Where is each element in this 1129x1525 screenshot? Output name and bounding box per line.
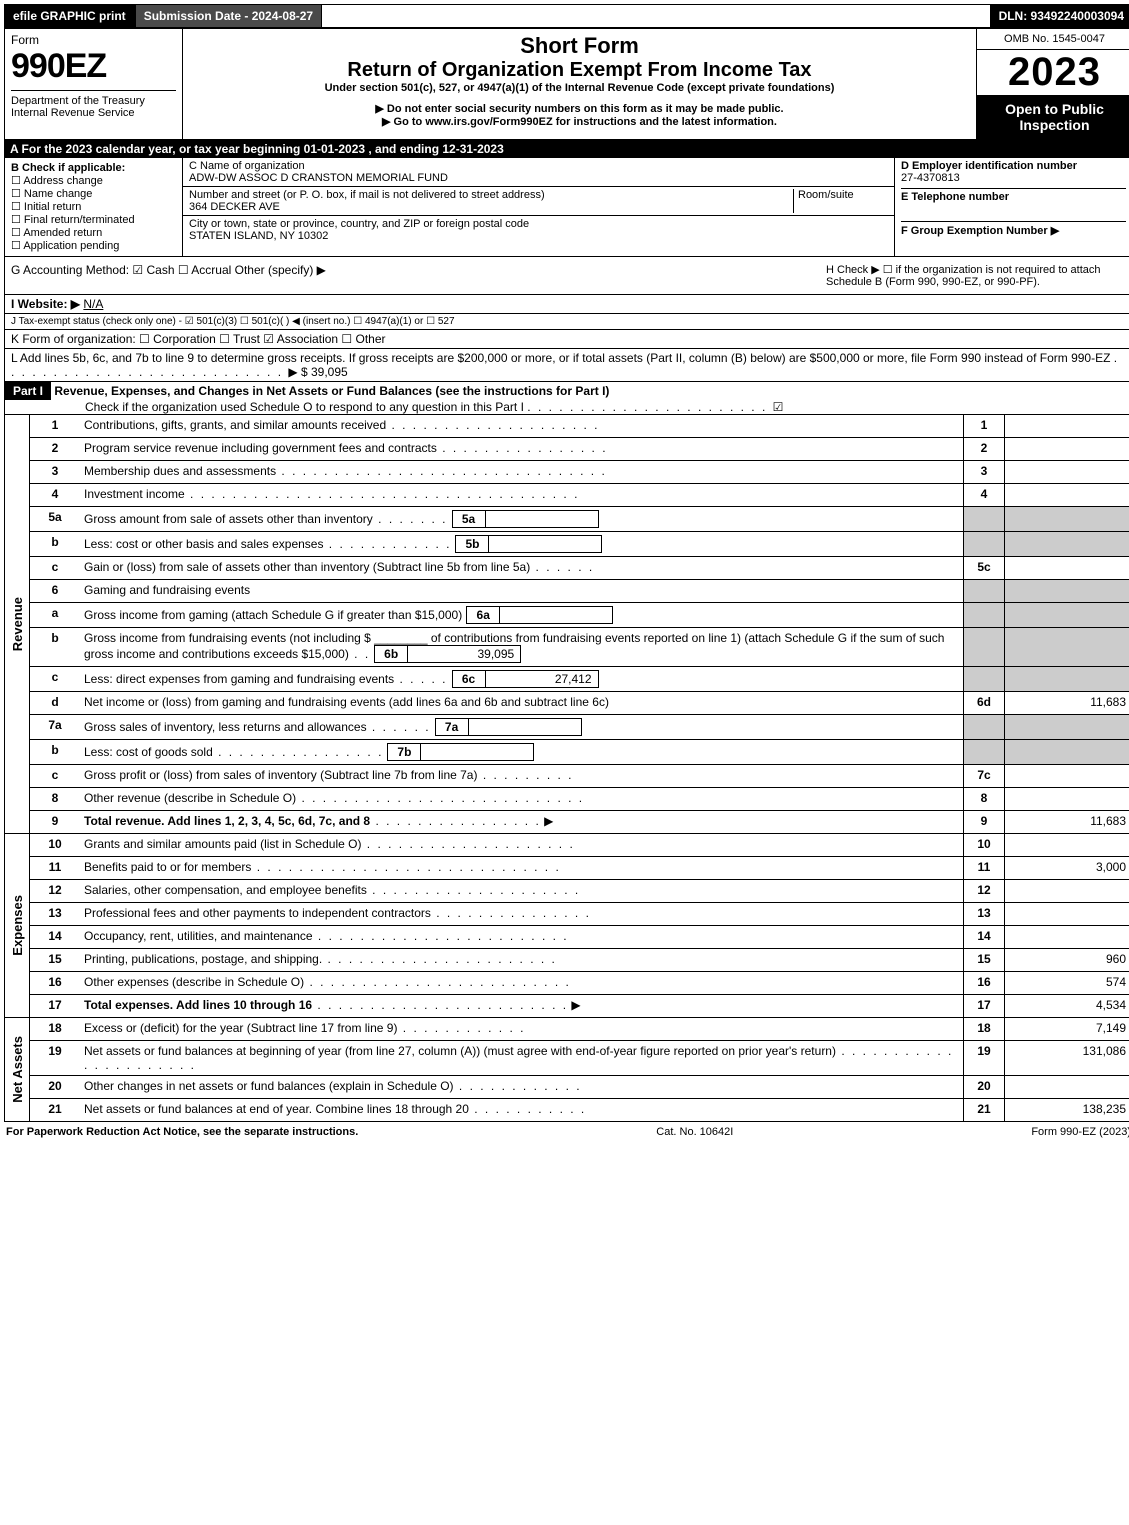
- val-15: 960: [1004, 949, 1129, 971]
- val-19: 131,086: [1004, 1041, 1129, 1075]
- line-6a-desc: Gross income from gaming (attach Schedul…: [84, 608, 462, 622]
- c-name-label: C Name of organization: [189, 160, 305, 172]
- subtitle-3: ▶ Go to www.irs.gov/Form990EZ for instru…: [189, 115, 970, 128]
- line-l-text: L Add lines 5b, 6c, and 7b to line 9 to …: [11, 351, 1110, 365]
- d-ein-label: D Employer identification number: [901, 160, 1077, 172]
- d-ein-value: 27-4370813: [901, 172, 960, 184]
- line-4-desc: Investment income: [84, 487, 185, 501]
- website-value: N/A: [83, 297, 103, 311]
- line-h: H Check ▶ ☐ if the organization is not r…: [826, 263, 1126, 288]
- line-19-desc: Net assets or fund balances at beginning…: [84, 1044, 836, 1058]
- line-14-desc: Occupancy, rent, utilities, and maintena…: [84, 929, 313, 943]
- dept-label: Department of the Treasury: [11, 95, 145, 107]
- val-6c: 27,412: [486, 670, 599, 688]
- irs-label: Internal Revenue Service: [11, 107, 135, 119]
- line-j: J Tax-exempt status (check only one) - ☑…: [4, 314, 1129, 330]
- line-20-desc: Other changes in net assets or fund bala…: [84, 1079, 454, 1093]
- line-15-desc: Printing, publications, postage, and shi…: [84, 952, 322, 966]
- val-11: 3,000: [1004, 857, 1129, 879]
- efile-label[interactable]: efile GRAPHIC print: [4, 4, 135, 28]
- footer-mid: Cat. No. 10642I: [656, 1126, 733, 1138]
- subtitle-1: Under section 501(c), 527, or 4947(a)(1)…: [189, 82, 970, 94]
- line-7a-desc: Gross sales of inventory, less returns a…: [84, 720, 367, 734]
- c-addr-label: Number and street (or P. O. box, if mail…: [189, 189, 545, 201]
- title-return: Return of Organization Exempt From Incom…: [189, 59, 970, 82]
- line-5b-desc: Less: cost or other basis and sales expe…: [84, 537, 323, 551]
- chk-application-pending[interactable]: Application pending: [11, 240, 119, 252]
- chk-name-change[interactable]: Name change: [11, 188, 92, 200]
- line-6c-desc: Less: direct expenses from gaming and fu…: [84, 672, 394, 686]
- top-bar: efile GRAPHIC print Submission Date - 20…: [4, 4, 1129, 28]
- line-8-desc: Other revenue (describe in Schedule O): [84, 791, 296, 805]
- line-17-desc: Total expenses. Add lines 10 through 16: [84, 998, 312, 1012]
- chk-initial-return[interactable]: Initial return: [11, 201, 81, 213]
- line-g: G Accounting Method: ☑ Cash ☐ Accrual Ot…: [11, 263, 826, 288]
- val-6d: 11,683: [1004, 692, 1129, 714]
- line-13-desc: Professional fees and other payments to …: [84, 906, 431, 920]
- title-short-form: Short Form: [189, 33, 970, 59]
- val-6b: 39,095: [408, 645, 521, 663]
- line-i-label: I Website: ▶: [11, 297, 80, 311]
- line-5c-desc: Gain or (loss) from sale of assets other…: [84, 560, 530, 574]
- val-16: 574: [1004, 972, 1129, 994]
- identity-section: B Check if applicable: Address change Na…: [4, 158, 1129, 257]
- line-12-desc: Salaries, other compensation, and employ…: [84, 883, 367, 897]
- expenses-side-label: Expenses: [8, 891, 27, 960]
- form-header: Form 990EZ Department of the Treasury In…: [4, 28, 1129, 140]
- subtitle-2: ▶ Do not enter social security numbers o…: [189, 102, 970, 115]
- chk-amended-return[interactable]: Amended return: [11, 227, 102, 239]
- line-18-desc: Excess or (deficit) for the year (Subtra…: [84, 1021, 397, 1035]
- line-16-desc: Other expenses (describe in Schedule O): [84, 975, 304, 989]
- part-1-check-text: Check if the organization used Schedule …: [5, 400, 524, 414]
- line-a: A For the 2023 calendar year, or tax yea…: [4, 140, 1129, 158]
- omb-number: OMB No. 1545-0047: [977, 29, 1129, 50]
- footer-left: For Paperwork Reduction Act Notice, see …: [6, 1126, 358, 1138]
- line-k: K Form of organization: ☐ Corporation ☐ …: [4, 330, 1129, 349]
- line-3-desc: Membership dues and assessments: [84, 464, 276, 478]
- line-9-desc: Total revenue. Add lines 1, 2, 3, 4, 5c,…: [84, 814, 370, 828]
- val-17: 4,534: [1004, 995, 1129, 1017]
- val-21: 138,235: [1004, 1099, 1129, 1121]
- org-name: ADW-DW ASSOC D CRANSTON MEMORIAL FUND: [189, 172, 448, 184]
- form-number: 990EZ: [11, 47, 176, 86]
- e-phone-label: E Telephone number: [901, 191, 1009, 203]
- line-6-desc: Gaming and fundraising events: [84, 583, 250, 597]
- part-1-checkbox[interactable]: ☑: [773, 400, 784, 414]
- line-10-desc: Grants and similar amounts paid (list in…: [84, 837, 361, 851]
- page-footer: For Paperwork Reduction Act Notice, see …: [4, 1122, 1129, 1142]
- line-6b-desc1: Gross income from fundraising events (no…: [84, 631, 371, 645]
- form-label: Form: [11, 33, 176, 47]
- footer-right: Form 990-EZ (2023): [1031, 1126, 1129, 1138]
- open-to-public: Open to Public Inspection: [977, 95, 1129, 139]
- line-6d-desc: Net income or (loss) from gaming and fun…: [84, 695, 609, 709]
- line-7b-desc: Less: cost of goods sold: [84, 745, 213, 759]
- netassets-side-label: Net Assets: [8, 1032, 27, 1107]
- val-18: 7,149: [1004, 1018, 1129, 1040]
- line-7c-desc: Gross profit or (loss) from sales of inv…: [84, 768, 477, 782]
- dln-label: DLN: 93492240003094: [990, 4, 1129, 28]
- org-city: STATEN ISLAND, NY 10302: [189, 230, 328, 242]
- line-21-desc: Net assets or fund balances at end of ye…: [84, 1102, 469, 1116]
- c-city-label: City or town, state or province, country…: [189, 218, 529, 230]
- tax-year: 2023: [977, 50, 1129, 95]
- b-heading: B Check if applicable:: [11, 162, 125, 174]
- chk-final-return[interactable]: Final return/terminated: [11, 214, 135, 226]
- f-group-label: F Group Exemption Number ▶: [901, 225, 1059, 237]
- part-1-title: Revenue, Expenses, and Changes in Net As…: [54, 384, 609, 398]
- line-11-desc: Benefits paid to or for members: [84, 860, 251, 874]
- line-1-desc: Contributions, gifts, grants, and simila…: [84, 418, 386, 432]
- part-1-label: Part I: [5, 382, 51, 400]
- org-address: 364 DECKER AVE: [189, 201, 280, 213]
- submission-date: Submission Date - 2024-08-27: [135, 4, 322, 28]
- line-l-value: 39,095: [311, 365, 348, 379]
- room-suite-label: Room/suite: [798, 189, 854, 201]
- line-l-arrow: ▶ $: [288, 365, 307, 379]
- val-9: 11,683: [1004, 811, 1129, 833]
- line-2-desc: Program service revenue including govern…: [84, 441, 437, 455]
- chk-address-change[interactable]: Address change: [11, 175, 103, 187]
- line-5a-desc: Gross amount from sale of assets other t…: [84, 512, 373, 526]
- revenue-side-label: Revenue: [8, 593, 27, 655]
